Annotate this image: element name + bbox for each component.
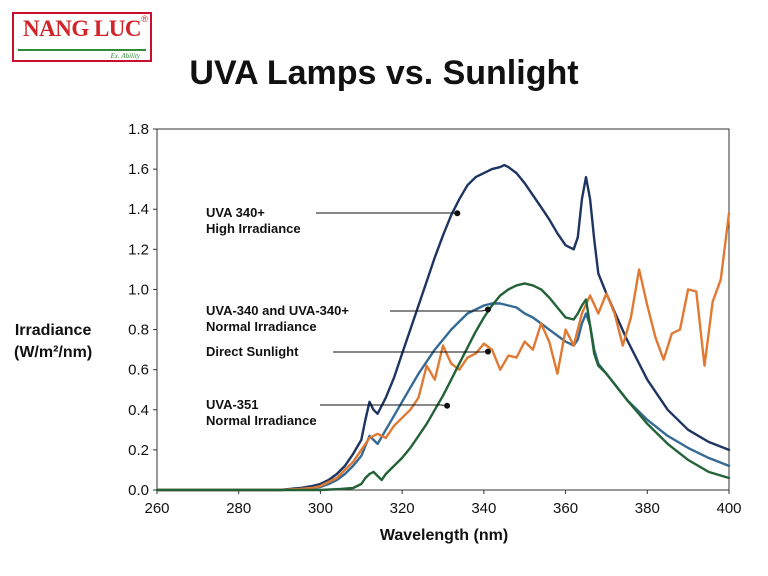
- annotation-label: Normal Irradiance: [206, 319, 317, 334]
- y-axis-label-line-1: Irradiance: [14, 322, 92, 339]
- annotation-marker: [484, 348, 491, 355]
- y-tick-label: 1.4: [128, 201, 149, 218]
- annotation-label: UVA 340+: [206, 205, 265, 220]
- axis-ticks: 260 280 300 320 340 360 380 400 0.0 0.2 0.4 0.6 0.8 1…: [128, 121, 741, 517]
- y-axis-label: Irradiance (W/m²/nm): [14, 320, 92, 364]
- logo-registered-mark: ®: [141, 14, 148, 24]
- annotation: UVA-340 and UVA-340+Normal Irradiance: [206, 303, 491, 334]
- series-lines: [155, 163, 731, 492]
- y-tick-label: 1.0: [128, 281, 149, 298]
- x-tick-label: 380: [635, 500, 660, 517]
- x-tick-label: 320: [390, 500, 415, 517]
- annotation-label: UVA-351: [206, 397, 259, 412]
- y-tick-label: 0.8: [128, 322, 149, 339]
- page-title: UVA Lamps vs. Sunlight: [189, 54, 579, 92]
- annotation-marker: [444, 402, 451, 409]
- x-tick-label: 340: [471, 500, 496, 517]
- annotation-leader-line: [320, 404, 448, 407]
- y-tick-label: 1.6: [128, 161, 149, 178]
- series-line: [155, 163, 731, 492]
- x-tick-label: 260: [144, 500, 169, 517]
- series-line: [155, 282, 731, 492]
- y-tick-label: 0.6: [128, 362, 149, 379]
- logo-name: NANG LUC: [22, 16, 142, 41]
- annotation-marker: [484, 306, 491, 313]
- series-line: [155, 211, 731, 492]
- x-axis-label: Wavelength (nm): [380, 527, 508, 544]
- annotations: UVA 340+High Irradiance UVA-340 and UVA-3…: [206, 205, 491, 428]
- annotation-label: Normal Irradiance: [206, 413, 317, 428]
- annotation: UVA 340+High Irradiance: [206, 205, 461, 236]
- plot-frame: [156, 128, 730, 491]
- logo-tagline: Ex. Ability: [110, 52, 140, 60]
- annotation-label: Direct Sunlight: [206, 344, 299, 359]
- x-tick-label: 360: [553, 500, 578, 517]
- y-tick-label: 0.0: [128, 482, 149, 499]
- plot-border: [156, 128, 730, 491]
- annotation-label: High Irradiance: [206, 221, 301, 236]
- logo-stripe: [18, 49, 146, 51]
- x-tick-label: 400: [716, 500, 741, 517]
- y-tick-label: 0.4: [128, 402, 149, 419]
- y-tick-label: 1.8: [128, 121, 149, 138]
- annotation: Direct Sunlight: [206, 344, 491, 359]
- y-tick-label: 0.2: [128, 442, 149, 459]
- y-axis-label-line-2: (W/m²/nm): [14, 344, 93, 361]
- x-tick-label: 280: [226, 500, 251, 517]
- y-tick-label: 1.2: [128, 241, 149, 258]
- annotation-marker: [454, 210, 461, 217]
- x-tick-label: 300: [308, 500, 333, 517]
- brand-logo: NANG LUC ® Ex. Ability: [12, 12, 152, 62]
- annotation-label: UVA-340 and UVA-340+: [206, 303, 349, 318]
